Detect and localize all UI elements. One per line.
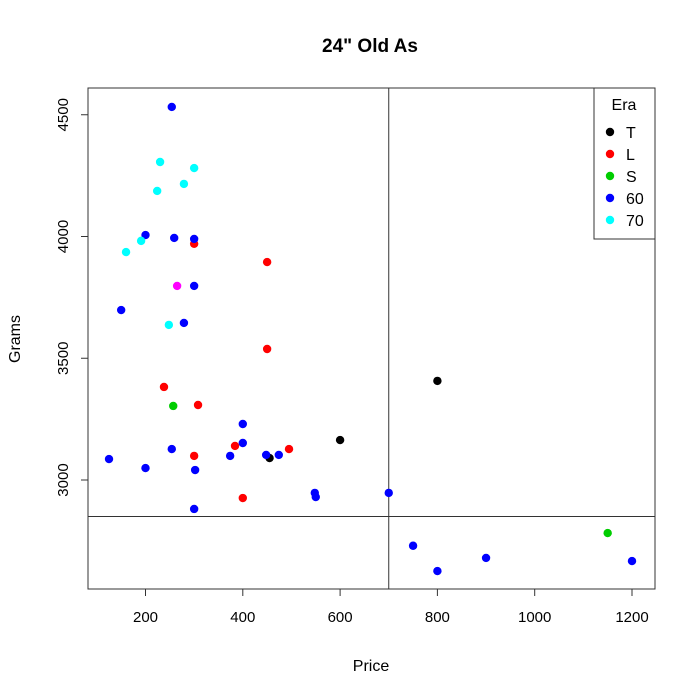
legend-label: L — [626, 147, 635, 164]
data-point-70 — [136, 236, 146, 246]
x-tick-label: 600 — [328, 609, 353, 626]
data-point-60 — [189, 504, 199, 514]
legend-marker — [605, 171, 615, 181]
data-point-60 — [481, 553, 491, 563]
x-tick-label: 1200 — [615, 609, 648, 626]
reference-lines — [88, 88, 655, 589]
legend-entries: TLS 60 70 — [605, 125, 644, 230]
data-point-70 — [155, 157, 165, 167]
data-point-60 — [141, 230, 150, 240]
data-point-L — [230, 441, 240, 451]
y-axis-label: Grams — [7, 315, 24, 363]
legend-label: S — [626, 169, 637, 186]
data-point-S — [603, 528, 612, 538]
data-point-60 — [141, 463, 150, 473]
data-point-60 — [190, 465, 200, 475]
data-point-60 — [189, 234, 199, 244]
x-tick-label: 800 — [425, 609, 450, 626]
data-point-60 — [433, 566, 442, 576]
data-point-S — [169, 401, 178, 411]
x-axis: 200 400 600 800 1000 1200 — [133, 588, 649, 626]
data-point-60 — [189, 281, 199, 291]
legend-marker — [605, 215, 615, 225]
x-axis-label: Price — [353, 658, 390, 675]
data-point-60 — [238, 419, 247, 429]
data-point-60 — [384, 488, 393, 498]
data-point-L — [189, 451, 199, 461]
plot-frame — [87, 87, 656, 590]
data-point-60 — [311, 492, 320, 502]
legend-label: 70 — [626, 213, 644, 230]
data-point-60 — [408, 541, 418, 550]
data-point-60 — [274, 450, 284, 460]
legend: Era TLS 60 70 — [593, 87, 656, 240]
x-tick-label: 1000 — [518, 609, 551, 626]
x-tick-label: 200 — [133, 609, 158, 626]
legend-box — [593, 87, 656, 240]
legend-title: Era — [612, 97, 637, 114]
data-point-70 — [152, 186, 162, 196]
data-point-60 — [167, 444, 176, 454]
y-tick-label: 4500 — [55, 98, 72, 131]
data-point-60 — [167, 102, 176, 112]
data-point-L — [193, 400, 203, 410]
data-point-unlabeled — [172, 281, 182, 291]
data-point-60 — [104, 454, 114, 464]
legend-label: 60 — [626, 191, 644, 208]
data-point-60 — [170, 233, 179, 243]
data-point-L — [159, 382, 169, 392]
y-tick-label: 3000 — [55, 463, 72, 496]
legend-marker — [605, 127, 615, 137]
data-point-L — [262, 344, 272, 354]
legend-label: T — [626, 125, 636, 142]
y-tick-label: 4000 — [55, 220, 72, 253]
data-points — [104, 102, 637, 576]
data-point-L — [262, 257, 272, 267]
legend-marker — [605, 149, 615, 159]
data-point-60 — [238, 438, 247, 448]
data-point-60 — [179, 318, 189, 328]
data-point-L — [284, 444, 294, 454]
data-point-70 — [121, 247, 131, 257]
data-point-60 — [116, 305, 126, 315]
data-point-60 — [627, 556, 637, 566]
data-point-T — [335, 435, 345, 445]
data-point-L — [238, 493, 247, 503]
data-point-70 — [164, 320, 174, 330]
data-point-T — [433, 376, 442, 386]
y-tick-label: 3500 — [55, 342, 72, 375]
data-point-60 — [225, 451, 235, 461]
data-point-60 — [261, 450, 271, 460]
x-tick-label: 400 — [230, 609, 255, 626]
legend-marker — [605, 193, 615, 203]
chart-title: 24" Old As — [322, 36, 418, 57]
y-axis: 3000 3500 4000 4500 — [55, 98, 89, 497]
data-point-70 — [189, 163, 199, 173]
data-point-70 — [179, 179, 189, 189]
